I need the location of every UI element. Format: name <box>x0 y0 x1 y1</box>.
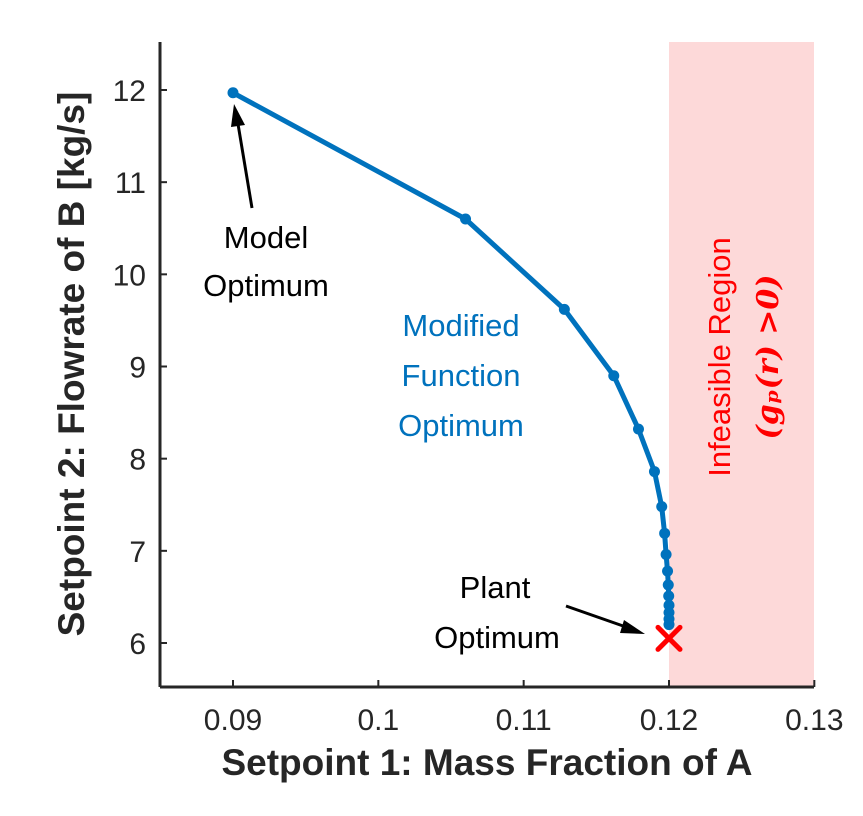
x-axis-ticks: 0.09 0.1 0.11 0.12 0.13 <box>204 680 844 737</box>
x-tick-label: 0.11 <box>496 704 552 737</box>
series-point <box>659 527 671 539</box>
infeasible-region-condition: (gₚ(r) >0) <box>751 275 786 440</box>
x-tick-label: 0.09 <box>204 704 262 737</box>
plant-optimum-label-line1: Plant <box>460 570 531 605</box>
plant-optimum-annotation: Plant Optimum <box>434 570 645 655</box>
y-tick-label: 8 <box>129 444 146 477</box>
series-point <box>663 590 675 602</box>
x-tick-label: 0.1 <box>357 704 399 737</box>
series-point <box>227 87 239 99</box>
infeasible-region <box>669 42 814 687</box>
y-tick-label: 6 <box>129 628 146 661</box>
plant-optimum-x-stroke <box>655 624 683 652</box>
infeasible-region-label: Infeasible Region <box>702 237 737 477</box>
y-tick-label: 7 <box>129 536 146 569</box>
model-optimum-annotation: Model Optimum <box>203 104 329 303</box>
y-tick-label: 9 <box>129 352 146 385</box>
series-point <box>648 466 660 478</box>
series-point <box>662 565 674 577</box>
y-tick-label: 10 <box>113 259 146 292</box>
y-tick-label: 12 <box>113 75 146 108</box>
y-axis-title: Setpoint 2: Flowrate of B [kg/s] <box>51 92 92 637</box>
series-point <box>632 423 644 435</box>
modified-optimum-label-line1: Modified <box>402 308 519 343</box>
model-optimum-label-line1: Model <box>224 220 308 255</box>
plant-optimum-arrow-head <box>620 620 645 634</box>
modified-optimum-annotation: Modified Function Optimum <box>398 308 524 443</box>
model-optimum-arrow-shaft <box>236 123 254 209</box>
x-axis-title: Setpoint 1: Mass Fraction of A <box>221 742 752 783</box>
y-tick-label: 11 <box>115 167 146 200</box>
plant-optimum-arrow-shaft <box>565 604 627 629</box>
series-point <box>460 213 472 225</box>
axes <box>158 42 814 689</box>
series-point <box>662 579 674 591</box>
series-point <box>608 370 620 382</box>
series-point <box>558 303 570 315</box>
series-point <box>656 501 668 513</box>
plant-optimum-label-line2: Optimum <box>434 620 560 655</box>
series-layer <box>227 87 675 631</box>
series-point <box>663 619 675 631</box>
x-tick-label: 0.13 <box>785 704 843 737</box>
series-point <box>660 549 672 561</box>
model-optimum-arrow-head <box>231 104 245 127</box>
modified-optimum-label-line2: Function <box>402 358 521 393</box>
plant-optimum-marker <box>655 624 683 652</box>
y-axis-ticks: 6 7 8 9 10 11 12 <box>113 75 167 661</box>
model-optimum-label-line2: Optimum <box>203 268 329 303</box>
x-tick-label: 0.12 <box>640 704 698 737</box>
modified-optimum-label-line3: Optimum <box>398 408 524 443</box>
